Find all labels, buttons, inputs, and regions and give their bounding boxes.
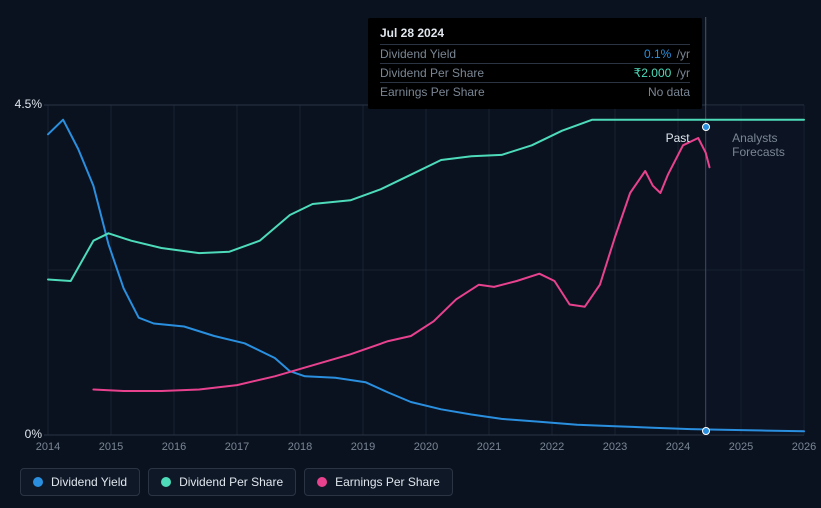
x-tick-label: 2017 <box>225 441 249 453</box>
x-tick-label: 2025 <box>729 441 753 453</box>
tooltip-row-label: Dividend Per Share <box>380 66 484 80</box>
x-tick-label: 2023 <box>603 441 627 453</box>
present-marker-dot <box>702 123 710 131</box>
legend-dot-icon <box>161 477 171 487</box>
legend-label: Dividend Per Share <box>179 475 283 489</box>
tooltip-row: Earnings Per Share No data <box>380 82 690 101</box>
x-tick-label: 2019 <box>351 441 375 453</box>
legend-dot-icon <box>317 477 327 487</box>
tooltip-row-value: 0.1% <box>644 47 671 61</box>
tooltip-row-label: Earnings Per Share <box>380 85 485 99</box>
x-tick-label: 2024 <box>666 441 690 453</box>
x-tick-label: 2022 <box>540 441 564 453</box>
tooltip-row-value-wrap: No data <box>648 85 690 99</box>
x-tick-label: 2026 <box>792 441 816 453</box>
x-tick-label: 2021 <box>477 441 501 453</box>
legend-dot-icon <box>33 477 43 487</box>
tooltip-row: Dividend Per Share ₹2.000 /yr <box>380 63 690 82</box>
x-tick-label: 2020 <box>414 441 438 453</box>
legend-item[interactable]: Earnings Per Share <box>304 468 453 496</box>
x-tick-label: 2014 <box>36 441 60 453</box>
hover-tooltip: Jul 28 2024 Dividend Yield0.1% /yrDivide… <box>368 18 702 109</box>
forecast-label: Analysts Forecasts <box>732 131 821 159</box>
y-tick-label: 4.5% <box>0 97 42 111</box>
tooltip-row-value: ₹2.000 <box>634 66 672 80</box>
y-tick-label: 0% <box>0 427 42 441</box>
tooltip-row-value-wrap: ₹2.000 /yr <box>634 66 690 80</box>
tooltip-row-unit: /yr <box>673 47 690 61</box>
tooltip-date: Jul 28 2024 <box>380 26 690 40</box>
tooltip-row-label: Dividend Yield <box>380 47 456 61</box>
legend-item[interactable]: Dividend Per Share <box>148 468 296 496</box>
past-label: Past <box>666 131 690 145</box>
legend-item[interactable]: Dividend Yield <box>20 468 140 496</box>
tooltip-row: Dividend Yield 0.1% /yr <box>380 44 690 63</box>
tooltip-row-value-wrap: 0.1% /yr <box>644 47 690 61</box>
legend-label: Dividend Yield <box>51 475 127 489</box>
legend-label: Earnings Per Share <box>335 475 440 489</box>
legend: Dividend Yield Dividend Per Share Earnings… <box>20 468 453 496</box>
tooltip-row-value: No data <box>648 85 690 99</box>
x-tick-label: 2018 <box>288 441 312 453</box>
x-tick-label: 2016 <box>162 441 186 453</box>
x-tick-label: 2015 <box>99 441 123 453</box>
tooltip-row-unit: /yr <box>673 66 690 80</box>
present-marker-dot <box>702 427 710 435</box>
